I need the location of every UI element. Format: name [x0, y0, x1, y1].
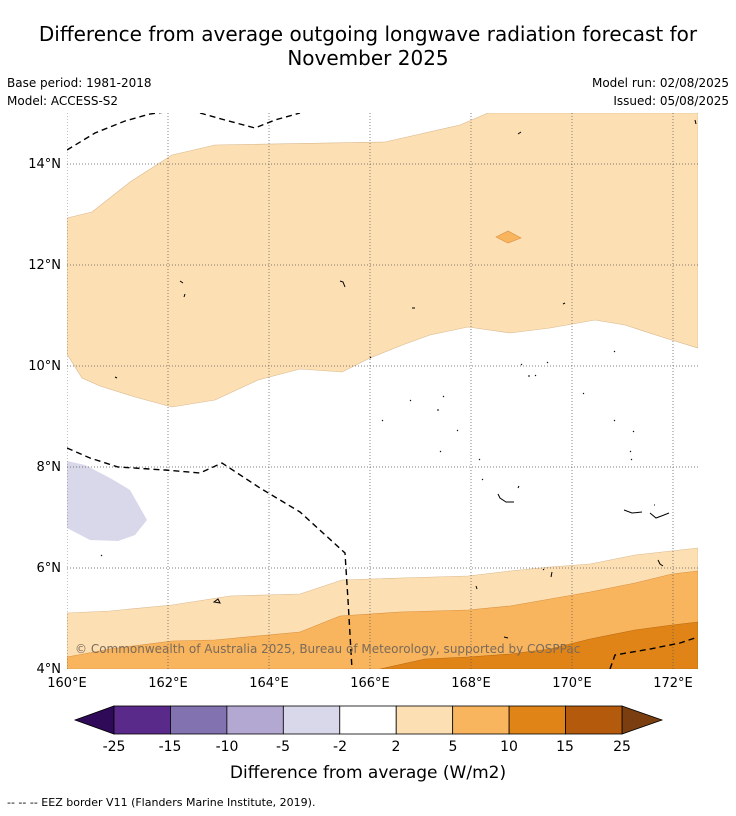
- colorbar-tick: 10: [500, 739, 518, 755]
- colorbar-tick: 5: [449, 739, 458, 755]
- anomaly-patch-5to10: [495, 230, 522, 244]
- lon-label: 164°E: [249, 676, 289, 691]
- colorbar: -25 -15 -10 -5 -2 2 5 10 15 25 Differenc…: [73, 705, 664, 783]
- model-run-text: Model run: 02/08/2025: [591, 76, 729, 90]
- colorbar-tick: 2: [392, 739, 401, 755]
- colorbar-segments: [113, 705, 623, 735]
- colorbar-segment: [170, 705, 228, 735]
- copyright-notice: © Commonwealth of Australia 2025, Bureau…: [75, 642, 580, 656]
- colorbar-tick: 25: [613, 739, 631, 755]
- eez-borders: [67, 113, 698, 669]
- graticule: [67, 113, 698, 669]
- colorbar-segment: [395, 705, 454, 735]
- anomaly-region-upper-2to5: [67, 113, 698, 408]
- lat-label: 14°N: [28, 157, 61, 172]
- anomaly-region-lower-10to15: [379, 621, 698, 669]
- issued-text: Issued: 05/08/2025: [613, 94, 729, 108]
- colorbar-under-arrow: [73, 705, 115, 735]
- title-line-1: Difference from average outgoing longwav…: [38, 22, 698, 46]
- title-line-2: November 2025: [287, 46, 449, 70]
- chart-title: Difference from average outgoing longwav…: [0, 22, 736, 70]
- base-period-text: Base period: 1981-2018: [7, 76, 152, 90]
- lon-label: 170°E: [552, 676, 592, 691]
- colorbar-segment: [339, 705, 397, 735]
- colorbar-segment: [565, 705, 623, 735]
- colorbar-segment: [226, 705, 284, 735]
- meta-right: Model run: 02/08/2025 Issued: 05/08/2025: [592, 74, 729, 110]
- colorbar-tick: -10: [216, 739, 239, 755]
- lat-label: 12°N: [28, 258, 61, 273]
- lon-label: 172°E: [653, 676, 693, 691]
- map-plot-area: [67, 113, 698, 669]
- colorbar-tick: 15: [556, 739, 574, 755]
- islands: [100, 119, 697, 639]
- colorbar-over-arrow: [621, 705, 664, 735]
- lat-label: 10°N: [28, 359, 61, 374]
- colorbar-segment: [282, 705, 341, 735]
- colorbar-segment: [452, 705, 510, 735]
- lat-label: 6°N: [37, 561, 62, 576]
- lat-label: 4°N: [37, 662, 62, 677]
- colorbar-tick: -25: [103, 739, 126, 755]
- lon-label: 166°E: [350, 676, 390, 691]
- lon-label: 168°E: [451, 676, 491, 691]
- model-text: Model: ACCESS-S2: [7, 94, 119, 108]
- colorbar-segment: [113, 705, 171, 735]
- colorbar-tick: -2: [333, 739, 347, 755]
- colorbar-label: Difference from average (W/m2): [230, 763, 506, 783]
- anomaly-region-lower-5to10: [67, 570, 698, 669]
- colorbar-tick: -15: [159, 739, 182, 755]
- colorbar-tick-labels: -25 -15 -10 -5 -2 2 5 10 15 25: [103, 739, 631, 755]
- lon-label: 160°E: [47, 676, 87, 691]
- lat-label: 8°N: [37, 460, 62, 475]
- meta-left: Base period: 1981-2018 Model: ACCESS-S2: [7, 74, 152, 110]
- lon-label: 162°E: [148, 676, 188, 691]
- latitude-labels: 14°N 12°N 10°N 8°N 6°N 4°N: [28, 157, 61, 677]
- colorbar-tick: -5: [276, 739, 290, 755]
- anomaly-region-negative: [67, 461, 147, 541]
- colorbar-segment: [508, 705, 566, 735]
- longitude-labels: 160°E 162°E 164°E 166°E 168°E 170°E 172°…: [47, 676, 693, 691]
- eez-legend-note: -- -- -- EEZ border V11 (Flanders Marine…: [7, 796, 316, 809]
